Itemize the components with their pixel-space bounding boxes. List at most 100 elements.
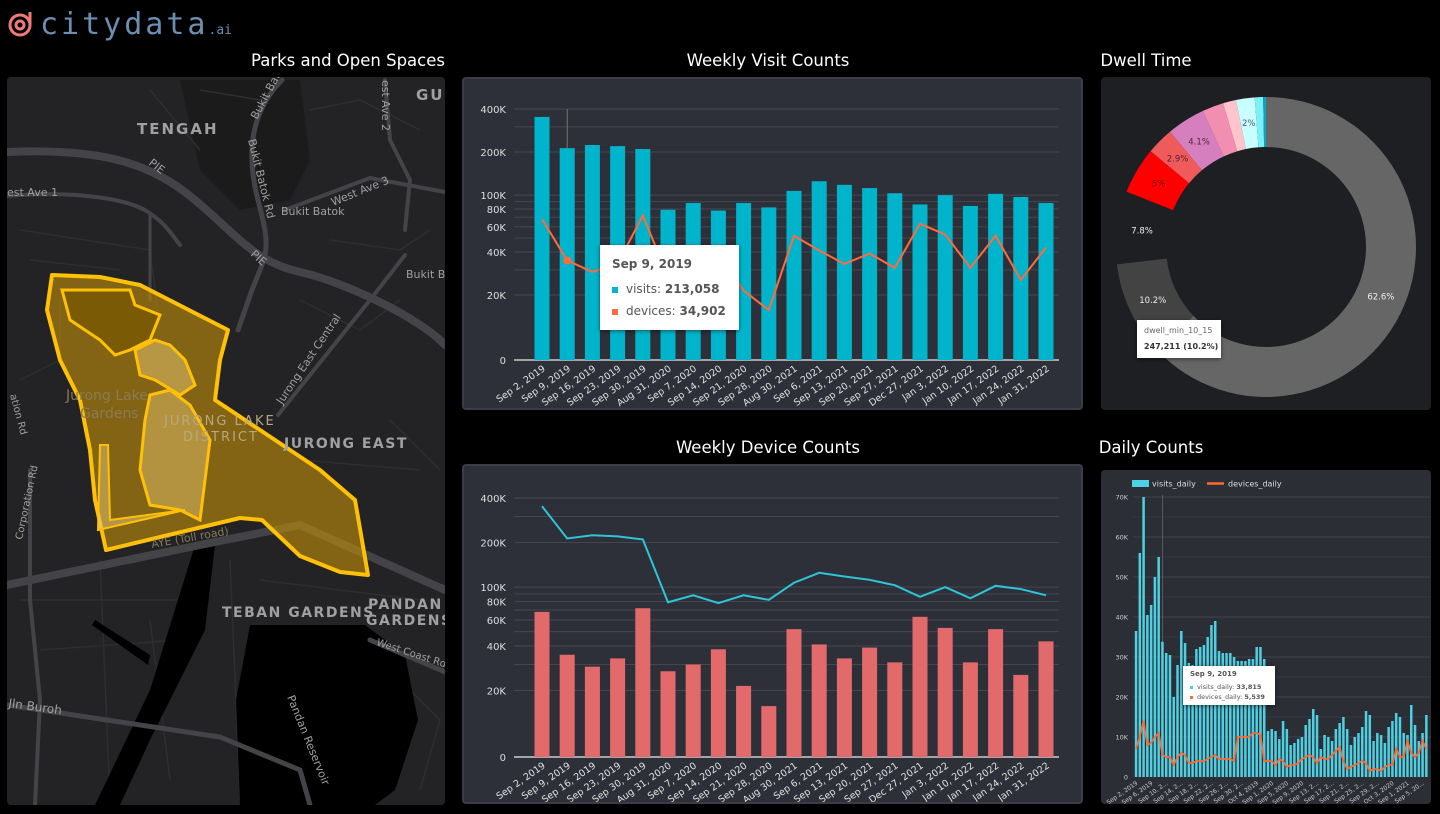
bar-devices[interactable] xyxy=(836,658,852,757)
bar-visits-daily[interactable] xyxy=(1217,651,1221,777)
bar-visits-daily[interactable] xyxy=(1379,735,1383,777)
bar-visits-daily[interactable] xyxy=(1383,743,1387,777)
bar-visits-daily[interactable] xyxy=(1345,729,1349,777)
bar-visits[interactable] xyxy=(534,116,550,360)
bar-devices[interactable] xyxy=(584,666,600,757)
bar-devices[interactable] xyxy=(962,662,978,757)
bar-visits[interactable] xyxy=(761,207,777,360)
bar-visits-daily[interactable] xyxy=(1289,745,1292,777)
bar-visits-daily[interactable] xyxy=(1134,631,1138,777)
bar-visits[interactable] xyxy=(988,193,1004,360)
bar-visits[interactable] xyxy=(937,195,953,360)
bar-visits-daily[interactable] xyxy=(1300,737,1304,777)
bar-visits-daily[interactable] xyxy=(1304,725,1307,777)
bar-visits-daily[interactable] xyxy=(1202,645,1206,777)
bar-visits-daily[interactable] xyxy=(1142,497,1145,777)
legend-label[interactable]: devices_daily xyxy=(1228,480,1282,489)
bar-visits-daily[interactable] xyxy=(1161,641,1164,777)
donut-slice[interactable] xyxy=(1169,111,1224,171)
bar-visits-daily[interactable] xyxy=(1387,727,1390,777)
bar-visits-daily[interactable] xyxy=(1406,735,1409,777)
bar-visits-daily[interactable] xyxy=(1311,709,1315,777)
bar-visits-daily[interactable] xyxy=(1191,665,1194,777)
park-polygon-jurong-lake[interactable] xyxy=(45,273,370,577)
bar-visits-daily[interactable] xyxy=(1195,649,1198,777)
donut-slice[interactable] xyxy=(1116,191,1174,265)
bar-devices[interactable] xyxy=(736,685,752,757)
bar-visits-daily[interactable] xyxy=(1149,605,1153,777)
bar-visits-daily[interactable] xyxy=(1180,631,1183,777)
line-devices-daily[interactable] xyxy=(1135,720,1428,773)
legend-label[interactable]: visits_daily xyxy=(1152,480,1196,489)
bar-visits-daily[interactable] xyxy=(1330,741,1334,777)
bar-visits-daily[interactable] xyxy=(1255,647,1258,777)
bar-devices[interactable] xyxy=(710,649,726,757)
bar-devices[interactable] xyxy=(559,654,575,757)
bar-visits-daily[interactable] xyxy=(1293,743,1296,777)
dwell-donut-chart[interactable]: 62.6% 10.2% 7.8% 5% 2.9% 4.1% 2% xyxy=(1101,77,1431,410)
bar-visits-daily[interactable] xyxy=(1274,731,1277,777)
bar-visits-daily[interactable] xyxy=(1376,733,1379,777)
bar-devices[interactable] xyxy=(811,644,827,757)
bar-visits-daily[interactable] xyxy=(1229,653,1232,777)
donut-slice[interactable] xyxy=(1263,97,1266,148)
bar-visits-daily[interactable] xyxy=(1232,657,1236,777)
bar-visits[interactable] xyxy=(862,188,878,360)
bar-visits-daily[interactable] xyxy=(1413,725,1417,777)
bar-visits-daily[interactable] xyxy=(1417,741,1421,777)
bar-visits-daily[interactable] xyxy=(1225,653,1228,777)
bar-visits[interactable] xyxy=(559,148,575,360)
bar-visits-daily[interactable] xyxy=(1394,713,1398,777)
donut-slice[interactable] xyxy=(1254,97,1265,148)
bar-visits-daily[interactable] xyxy=(1221,653,1225,777)
donut-slice[interactable] xyxy=(1235,97,1259,150)
bar-visits-daily[interactable] xyxy=(1251,659,1255,777)
bar-visits-daily[interactable] xyxy=(1138,553,1142,777)
bar-visits-daily[interactable] xyxy=(1285,729,1289,777)
donut-slice[interactable] xyxy=(1202,103,1238,157)
bar-visits-daily[interactable] xyxy=(1247,659,1251,777)
bar-devices[interactable] xyxy=(685,664,701,757)
bar-visits-daily[interactable] xyxy=(1172,697,1176,777)
bar-devices[interactable] xyxy=(660,671,676,757)
bar-devices[interactable] xyxy=(761,706,777,757)
bar-visits-daily[interactable] xyxy=(1157,557,1160,777)
bar-visits[interactable] xyxy=(1038,203,1054,360)
bar-visits-daily[interactable] xyxy=(1296,739,1300,777)
bar-visits[interactable] xyxy=(786,190,802,360)
map-canvas[interactable]: TENGAH GUI PIE PIE Bukit Bat Bukit Batok… xyxy=(7,77,445,805)
bar-visits-daily[interactable] xyxy=(1342,717,1345,777)
bar-visits-daily[interactable] xyxy=(1270,729,1274,777)
bar-visits-daily[interactable] xyxy=(1187,663,1191,777)
donut-slice[interactable] xyxy=(1150,131,1202,184)
bar-visits[interactable] xyxy=(962,205,978,360)
bar-visits-daily[interactable] xyxy=(1244,661,1247,777)
bar-visits-daily[interactable] xyxy=(1349,745,1353,777)
bar-devices[interactable] xyxy=(862,647,878,757)
bar-visits-daily[interactable] xyxy=(1323,735,1326,777)
bar-visits-daily[interactable] xyxy=(1183,643,1187,777)
bar-devices[interactable] xyxy=(912,616,928,757)
bar-visits-daily[interactable] xyxy=(1308,719,1311,777)
bar-visits-daily[interactable] xyxy=(1353,737,1356,777)
line-visits[interactable] xyxy=(541,505,1047,605)
bar-visits-daily[interactable] xyxy=(1278,739,1281,777)
bar-devices[interactable] xyxy=(988,629,1004,757)
bar-visits[interactable] xyxy=(736,203,752,360)
bar-visits-daily[interactable] xyxy=(1357,733,1360,777)
donut-slice[interactable] xyxy=(1126,151,1190,211)
bar-visits-daily[interactable] xyxy=(1327,737,1330,777)
bar-visits[interactable] xyxy=(912,204,928,360)
bar-visits[interactable] xyxy=(887,193,903,360)
bar-visits-daily[interactable] xyxy=(1164,653,1168,777)
bar-visits-daily[interactable] xyxy=(1153,577,1157,777)
bar-visits-daily[interactable] xyxy=(1364,711,1368,777)
bar-visits-daily[interactable] xyxy=(1315,715,1319,777)
bar-visits-daily[interactable] xyxy=(1259,647,1262,777)
bar-visits-daily[interactable] xyxy=(1391,721,1394,777)
bar-devices[interactable] xyxy=(887,662,903,757)
donut-slice[interactable] xyxy=(1223,100,1246,152)
